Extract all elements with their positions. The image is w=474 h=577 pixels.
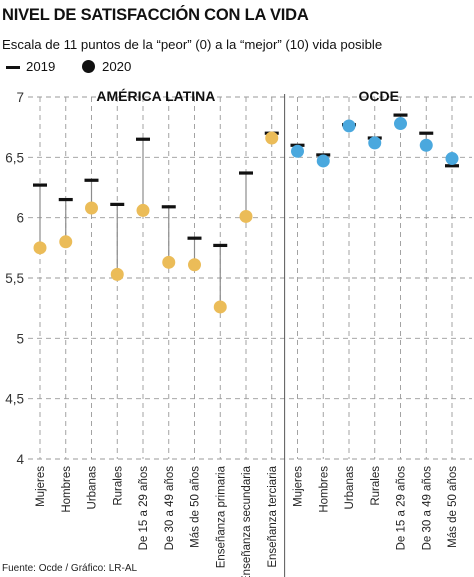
marker-2019 bbox=[445, 164, 459, 168]
x-tick-label: Mujeres bbox=[293, 466, 305, 507]
x-tick-label: Más de 50 años bbox=[190, 466, 202, 548]
marker-2019 bbox=[213, 243, 228, 248]
y-tick-label: 7 bbox=[16, 90, 24, 105]
x-tick-label: De 30 a 49 años bbox=[421, 466, 433, 551]
legend-2019-marker-icon bbox=[6, 66, 20, 69]
source-note: Fuente: Ocde / Gráfico: LR-AL bbox=[2, 563, 138, 574]
dot-2020 bbox=[368, 136, 382, 150]
group-label: AMÉRICA LATINA bbox=[96, 88, 215, 104]
y-tick-label: 4,5 bbox=[5, 392, 24, 407]
dot-2020 bbox=[188, 258, 201, 272]
x-tick-label: Enseñanza secundaria bbox=[241, 465, 253, 577]
x-tick-label: De 30 a 49 años bbox=[164, 466, 176, 551]
dot-2020 bbox=[445, 152, 459, 166]
marker-2019 bbox=[187, 236, 202, 240]
chart-title: NIVEL DE SATISFACCIÓN CON LA VIDA bbox=[2, 6, 309, 24]
x-tick-label: Urbanas bbox=[344, 466, 356, 510]
chart-subtitle: Escala de 11 puntos de la “peor” (0) a l… bbox=[2, 37, 383, 52]
x-tick-label: Más de 50 años bbox=[447, 466, 459, 548]
dot-2020 bbox=[419, 138, 433, 152]
legend-2020-dot-icon bbox=[82, 60, 95, 73]
y-tick-label: 6 bbox=[16, 211, 24, 226]
dot-2020 bbox=[213, 300, 227, 314]
legend: 2019 2020 bbox=[2, 59, 202, 75]
dot-2020 bbox=[85, 201, 98, 215]
x-tick-label: Rurales bbox=[370, 466, 382, 506]
y-tick-label: 5,5 bbox=[5, 271, 24, 286]
dot-2020 bbox=[342, 119, 356, 133]
y-tick-label: 4 bbox=[16, 452, 24, 467]
marker-2019 bbox=[58, 197, 73, 202]
dot-2020 bbox=[239, 209, 253, 223]
marker-2019 bbox=[419, 131, 434, 135]
dot-2020 bbox=[394, 117, 407, 131]
x-tick-label: Enseñanza primaria bbox=[215, 465, 227, 568]
y-tick-label: 5 bbox=[16, 331, 24, 346]
x-tick-label: De 15 a 29 años bbox=[396, 466, 408, 551]
dot-2020 bbox=[59, 235, 73, 249]
marker-2019 bbox=[393, 113, 408, 117]
x-tick-label: Mujeres bbox=[35, 466, 47, 507]
dot-2020 bbox=[291, 144, 304, 158]
y-tick-label: 6,5 bbox=[5, 150, 24, 165]
x-tick-label: Hombres bbox=[61, 466, 73, 513]
x-tick-label: Enseñanza terciaria bbox=[267, 465, 279, 567]
dot-2020 bbox=[33, 241, 47, 255]
marker-2019 bbox=[161, 205, 176, 209]
x-tick-label: Urbanas bbox=[87, 466, 99, 510]
group-label: OCDE bbox=[359, 88, 399, 104]
legend-label-2020: 2020 bbox=[102, 59, 132, 74]
dot-2020 bbox=[265, 131, 279, 145]
dot-2020 bbox=[316, 154, 330, 168]
x-tick-label: De 15 a 29 años bbox=[138, 466, 150, 551]
x-tick-label: Hombres bbox=[318, 466, 330, 513]
legend-label-2019: 2019 bbox=[26, 59, 56, 74]
marker-2019 bbox=[33, 183, 47, 187]
marker-2019 bbox=[84, 178, 99, 182]
x-tick-label: Rurales bbox=[112, 466, 124, 506]
dot-2020 bbox=[110, 267, 124, 281]
dot-2020 bbox=[162, 255, 176, 269]
marker-2019 bbox=[110, 202, 125, 206]
marker-2019 bbox=[239, 171, 253, 175]
marker-2019 bbox=[136, 137, 150, 141]
dot-2020 bbox=[136, 203, 150, 217]
